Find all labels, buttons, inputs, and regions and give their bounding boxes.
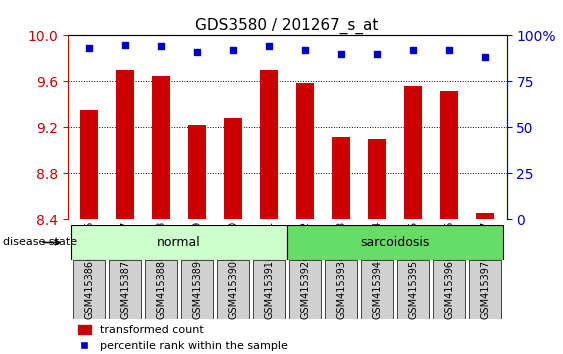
Point bbox=[301, 47, 310, 53]
FancyBboxPatch shape bbox=[109, 260, 141, 319]
Text: GSM415396: GSM415396 bbox=[444, 260, 454, 319]
Title: GDS3580 / 201267_s_at: GDS3580 / 201267_s_at bbox=[195, 18, 379, 34]
Bar bbox=[332, 137, 350, 219]
FancyBboxPatch shape bbox=[289, 260, 321, 319]
Bar bbox=[152, 76, 170, 219]
Point bbox=[337, 51, 346, 57]
Bar bbox=[116, 70, 134, 219]
FancyBboxPatch shape bbox=[71, 225, 287, 260]
Text: GSM415388: GSM415388 bbox=[156, 260, 166, 319]
Text: GSM415391: GSM415391 bbox=[264, 260, 274, 319]
Text: GSM415392: GSM415392 bbox=[300, 260, 310, 319]
Text: GSM415386: GSM415386 bbox=[84, 260, 94, 319]
Point bbox=[229, 47, 238, 53]
FancyBboxPatch shape bbox=[181, 260, 213, 319]
Text: GSM415395: GSM415395 bbox=[408, 260, 418, 319]
Text: GSM415387: GSM415387 bbox=[120, 260, 130, 319]
Point bbox=[84, 45, 93, 51]
Text: disease state: disease state bbox=[3, 238, 78, 247]
FancyBboxPatch shape bbox=[253, 260, 285, 319]
Point bbox=[157, 44, 166, 49]
Legend: transformed count, percentile rank within the sample: transformed count, percentile rank withi… bbox=[73, 321, 292, 354]
FancyBboxPatch shape bbox=[469, 260, 501, 319]
Text: GSM415390: GSM415390 bbox=[228, 260, 238, 319]
Bar bbox=[296, 82, 314, 219]
Point bbox=[373, 51, 382, 57]
Bar bbox=[260, 70, 278, 219]
FancyBboxPatch shape bbox=[361, 260, 394, 319]
Point bbox=[265, 44, 274, 49]
Point bbox=[445, 47, 454, 53]
FancyBboxPatch shape bbox=[325, 260, 358, 319]
FancyBboxPatch shape bbox=[397, 260, 430, 319]
Text: GSM415394: GSM415394 bbox=[372, 260, 382, 319]
Point bbox=[481, 55, 490, 60]
FancyBboxPatch shape bbox=[73, 260, 105, 319]
Text: sarcoidosis: sarcoidosis bbox=[360, 236, 430, 249]
Text: GSM415389: GSM415389 bbox=[192, 260, 202, 319]
Bar bbox=[80, 110, 98, 219]
FancyBboxPatch shape bbox=[217, 260, 249, 319]
Text: GSM415393: GSM415393 bbox=[336, 260, 346, 319]
Point bbox=[120, 42, 129, 47]
Text: normal: normal bbox=[157, 236, 201, 249]
Text: GSM415397: GSM415397 bbox=[480, 260, 490, 319]
FancyBboxPatch shape bbox=[433, 260, 465, 319]
Bar bbox=[404, 86, 422, 219]
FancyBboxPatch shape bbox=[145, 260, 177, 319]
Bar bbox=[368, 139, 386, 219]
Bar bbox=[476, 212, 494, 219]
Bar bbox=[440, 91, 458, 219]
Point bbox=[193, 49, 202, 55]
FancyBboxPatch shape bbox=[287, 225, 503, 260]
Point bbox=[409, 47, 418, 53]
Bar bbox=[188, 125, 206, 219]
Bar bbox=[224, 118, 242, 219]
